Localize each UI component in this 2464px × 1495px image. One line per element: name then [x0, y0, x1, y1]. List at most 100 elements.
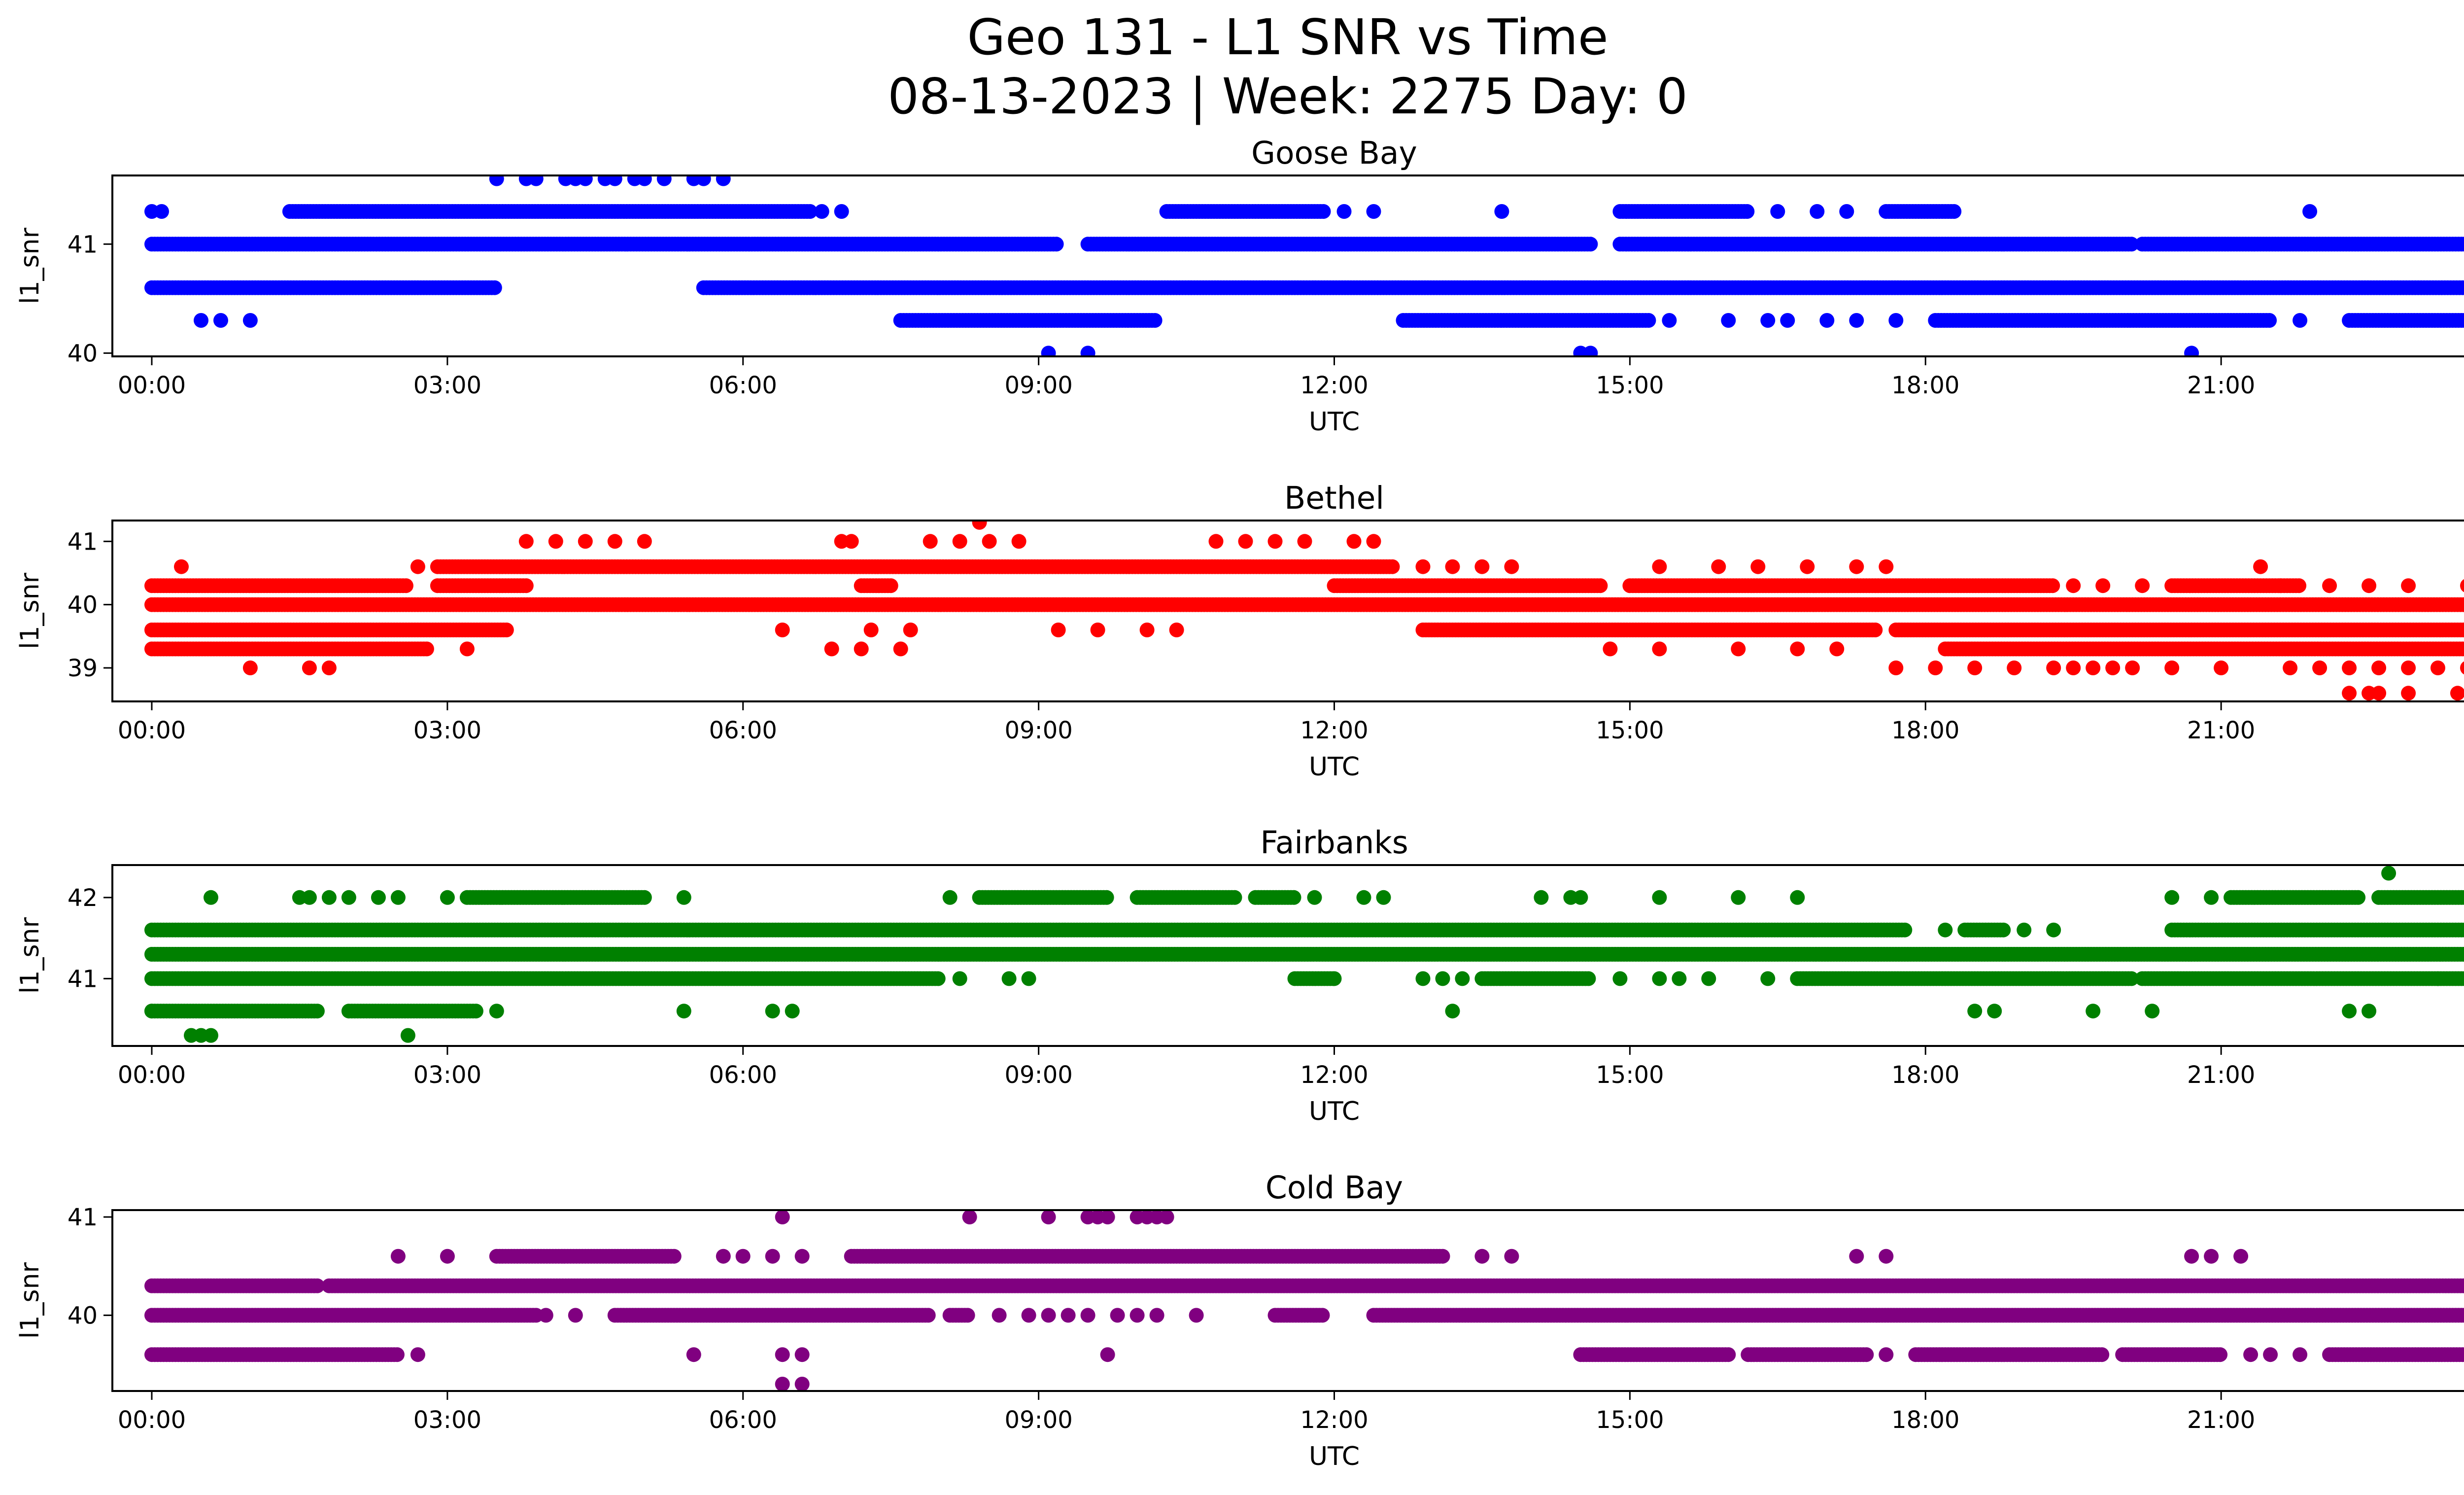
data-point [2371, 686, 2387, 701]
subplot-title: Goose Bay [1251, 135, 1417, 171]
data-point [2164, 661, 2180, 675]
data-point [775, 623, 790, 637]
y-tick-label: 39 [68, 655, 98, 682]
x-tick-label: 12:00 [1300, 717, 1368, 744]
x-axis-label: UTC [1309, 407, 1360, 437]
data-point [883, 578, 898, 593]
subplot-goose-bay: 00:00 03:00 06:00 09:00 12:00 15:00 18:00 21:00… [15, 135, 2464, 437]
data-point [1593, 578, 1608, 593]
subplot-title: Bethel [1284, 480, 1384, 516]
data-point [844, 534, 859, 549]
data-point [1090, 623, 1105, 637]
data-point [2124, 237, 2139, 252]
data-point [2430, 661, 2445, 675]
data-point [1829, 641, 1845, 657]
data-point [903, 623, 918, 637]
data-point [302, 661, 317, 675]
data-point [1583, 346, 1598, 356]
data-point [1051, 623, 1066, 637]
data-points [144, 175, 2464, 356]
data-point [419, 641, 434, 657]
x-tick-label: 15:00 [1596, 717, 1664, 744]
x-tick-label: 00:00 [118, 717, 186, 744]
data-point [410, 559, 425, 574]
data-point [1366, 204, 1381, 219]
data-point [1849, 559, 1864, 574]
data-point [242, 313, 258, 328]
data-point [1928, 661, 1943, 675]
data-point [1139, 623, 1155, 637]
data-point [1711, 559, 1726, 574]
data-point [1731, 641, 1746, 657]
data-point [1346, 534, 1362, 549]
data-point [2462, 625, 2464, 635]
data-point [2007, 661, 2022, 675]
data-point [1169, 623, 1184, 637]
y-tick-label: 40 [68, 591, 98, 619]
data-point [1494, 204, 1509, 219]
data-points [144, 866, 2464, 1043]
data-point [637, 534, 652, 549]
x-tick-label: 12:00 [1300, 372, 1368, 399]
data-point [1041, 346, 1056, 356]
data-point [1445, 559, 1460, 574]
x-tick-label: 15:00 [1596, 372, 1664, 399]
data-point [2460, 313, 2464, 327]
data-point [2253, 559, 2268, 574]
data-point [1474, 559, 1490, 574]
data-point [1147, 313, 1163, 328]
data-point [1888, 661, 1904, 675]
data-point [548, 534, 563, 549]
data-point [1760, 313, 1776, 328]
data-point [174, 559, 189, 574]
data-point [802, 204, 818, 219]
data-point [2401, 578, 2416, 593]
data-point [2293, 313, 2308, 328]
data-point [982, 534, 997, 549]
data-point [1868, 623, 1883, 637]
figure-title-line1: Geo 131 - L1 SNR vs Time [967, 8, 1608, 66]
data-point [518, 578, 534, 593]
data-point [1238, 534, 1253, 549]
data-point [578, 175, 593, 186]
data-point [1652, 559, 1667, 574]
data-point [194, 313, 208, 328]
data-point [2302, 204, 2318, 219]
data-point [1297, 534, 1312, 549]
data-point [814, 204, 829, 219]
data-point [2046, 661, 2061, 675]
data-point [656, 175, 672, 186]
data-point [321, 661, 337, 675]
data-point [1603, 641, 1618, 657]
data-point [952, 534, 967, 549]
data-point [2125, 661, 2140, 675]
data-point [854, 641, 869, 657]
data-point [834, 204, 849, 219]
data-point [1267, 534, 1283, 549]
data-point [578, 534, 593, 549]
data-point [1888, 313, 1904, 328]
subplot-fairbanks: 00:00 03:00 06:00 09:00 12:00 15:00 18:00 21:00… [15, 825, 2464, 1126]
data-point [1770, 204, 1785, 219]
data-point [2461, 643, 2464, 655]
data-point [824, 641, 839, 657]
data-point [2459, 623, 2464, 637]
data-point [2066, 578, 2081, 593]
data-point [1080, 346, 1095, 356]
subplot-bethel: 00:00 03:00 06:00 09:00 12:00 15:00 18:00 21:00… [15, 480, 2464, 782]
data-point [716, 175, 731, 186]
x-tick-label: 18:00 [1891, 372, 1959, 399]
data-point [1366, 534, 1381, 549]
data-point [242, 661, 258, 675]
data-point [2292, 578, 2307, 593]
data-point [1879, 559, 1894, 574]
y-tick-label: 41 [68, 528, 98, 556]
axes-frame [111, 174, 2464, 357]
data-point [2401, 686, 2416, 701]
data-point [1011, 534, 1027, 549]
data-point [2460, 238, 2464, 251]
data-point [1049, 237, 1064, 252]
data-point [1750, 559, 1766, 574]
data-point [893, 641, 908, 657]
